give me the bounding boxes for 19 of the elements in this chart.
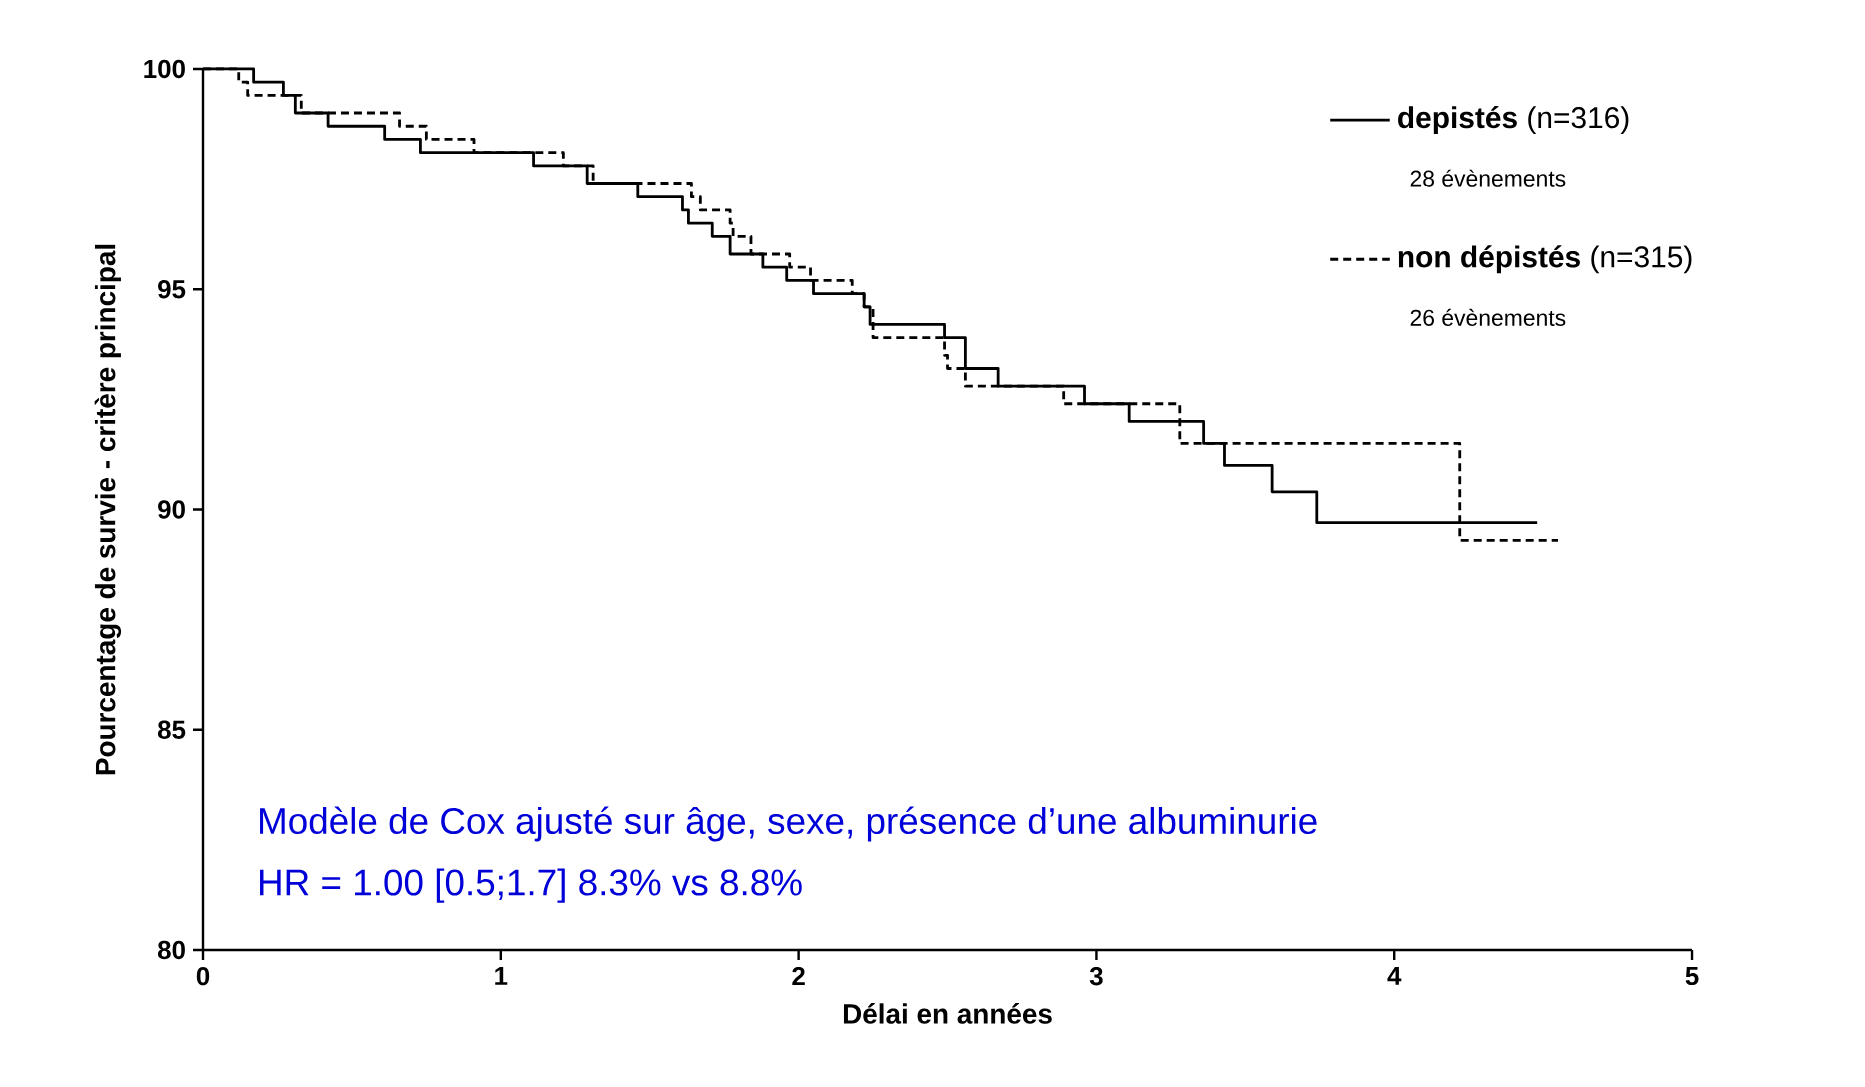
- legend-label: depistés (n=316): [1398, 106, 1629, 135]
- x-tick-label: 1: [495, 967, 508, 985]
- legend-label: non dépistés (n=315): [1398, 245, 1692, 274]
- x-tick-label: 3: [1089, 967, 1103, 986]
- y-tick-label: 80: [157, 940, 185, 960]
- x-axis-title: Délai en années: [843, 1003, 1052, 1024]
- y-tick-label: 100: [144, 59, 185, 79]
- x-tick-label: 0: [196, 967, 210, 986]
- annotation: 28 évènements: [1410, 169, 1566, 187]
- y-axis-title: Pourcentage de survie - critère principal: [94, 244, 122, 775]
- annotation: HR = 1.00 [0.5;1.7] 8.3% vs 8.8%: [260, 868, 802, 903]
- y-tick-label: 90: [158, 500, 185, 519]
- x-tick-label: 5: [1685, 967, 1699, 986]
- y-tick-label: 95: [158, 280, 186, 299]
- x-tick-label: 2: [792, 967, 805, 986]
- y-tick-label: 85: [157, 720, 186, 739]
- annotation: Modèle de Cox ajusté sur âge, sexe, présence d’une albuminurie: [260, 806, 1317, 842]
- x-tick-label: 4: [1387, 967, 1402, 985]
- annotation: 26 évènements: [1410, 308, 1566, 326]
